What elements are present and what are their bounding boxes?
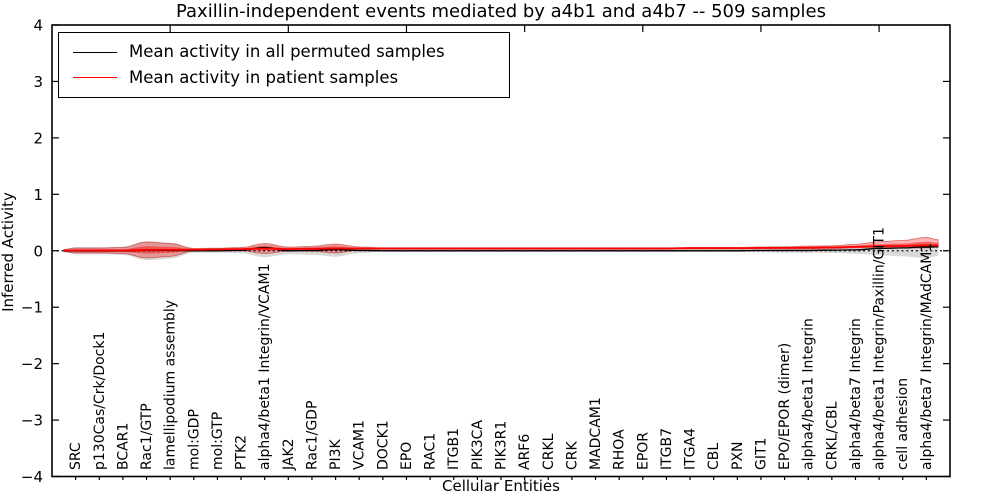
x-category-label: RAC1 <box>423 433 439 470</box>
x-category-label: Rac1/GDP <box>304 401 320 470</box>
x-category-label: PTK2 <box>234 435 250 470</box>
legend-label-patient: Mean activity in patient samples <box>129 67 399 87</box>
chart-title: Paxillin-independent events mediated by … <box>175 1 826 22</box>
legend-item-patient: Mean activity in patient samples <box>73 67 509 87</box>
x-category-label: mol:GDP <box>186 409 202 470</box>
y-tick-label: 0 <box>33 242 43 260</box>
y-tick-label: −2 <box>21 355 43 373</box>
x-category-label: DOCK1 <box>375 420 391 470</box>
x-category-label: p130Cas/Crk/Dock1 <box>92 332 108 470</box>
x-category-label: alpha4/beta1 Integrin <box>801 318 817 470</box>
x-category-label: mol:GTP <box>210 412 226 470</box>
legend-label-permuted: Mean activity in all permuted samples <box>129 42 445 62</box>
x-category-label: PXN <box>730 441 746 470</box>
x-category-label: cell adhesion <box>895 378 911 470</box>
y-tick-label: −4 <box>21 468 43 486</box>
x-category-label: alpha4/beta1 Integrin/Paxillin/GIT1 <box>872 227 888 470</box>
x-category-label: MADCAM1 <box>588 397 604 470</box>
y-tick-label: 3 <box>33 73 43 91</box>
x-category-label: ARF6 <box>517 434 533 470</box>
x-category-label: SRC <box>68 442 84 470</box>
x-category-label: CBL <box>706 443 722 470</box>
x-category-label: PIK3R1 <box>494 421 510 470</box>
x-category-label: lamellipodium assembly <box>163 300 179 470</box>
x-category-label: RHOA <box>612 429 628 470</box>
x-category-label: JAK2 <box>281 438 297 471</box>
permuted-mean-line <box>63 246 939 252</box>
x-category-label: alpha4/beta7 Integrin/MAdCAM1 <box>919 243 935 470</box>
x-category-label: alpha4/beta1 Integrin/VCAM1 <box>257 264 273 471</box>
x-axis-label: Cellular Entities <box>442 477 560 495</box>
x-category-label: PI3K <box>328 439 344 470</box>
x-category-label: CRKL/CBL <box>824 401 840 470</box>
legend-item-permuted: Mean activity in all permuted samples <box>73 43 509 61</box>
y-tick-label: 1 <box>33 186 43 204</box>
x-category-label: EPO/EPOR (dimer) <box>777 343 793 470</box>
legend: Mean activity in all permuted samples Me… <box>58 32 510 98</box>
x-category-label: ITGB1 <box>446 428 462 470</box>
legend-line-sample-patient <box>73 77 117 79</box>
x-category-label: alpha4/beta7 Integrin <box>848 318 864 470</box>
y-tick-label: 4 <box>33 17 43 35</box>
x-category-label: GIT1 <box>753 438 769 470</box>
x-category-label: EPOR <box>635 432 651 470</box>
y-tick-label: 2 <box>33 129 43 147</box>
patient-mean-line <box>63 244 939 252</box>
x-category-label: PIK3CA <box>470 420 486 470</box>
y-tick-label: −1 <box>21 299 43 317</box>
legend-line-sample-permuted <box>73 51 117 53</box>
x-category-label: Rac1/GTP <box>139 403 155 470</box>
x-category-label: CRK <box>564 440 580 470</box>
x-category-label: ITGA4 <box>683 428 699 470</box>
x-category-label: ITGB7 <box>659 428 675 470</box>
x-category-label: VCAM1 <box>352 420 368 470</box>
y-tick-label: −3 <box>21 412 43 430</box>
x-category-label: BCAR1 <box>115 423 131 470</box>
x-category-label: CRKL <box>541 433 557 470</box>
x-category-label: EPO <box>399 442 415 470</box>
